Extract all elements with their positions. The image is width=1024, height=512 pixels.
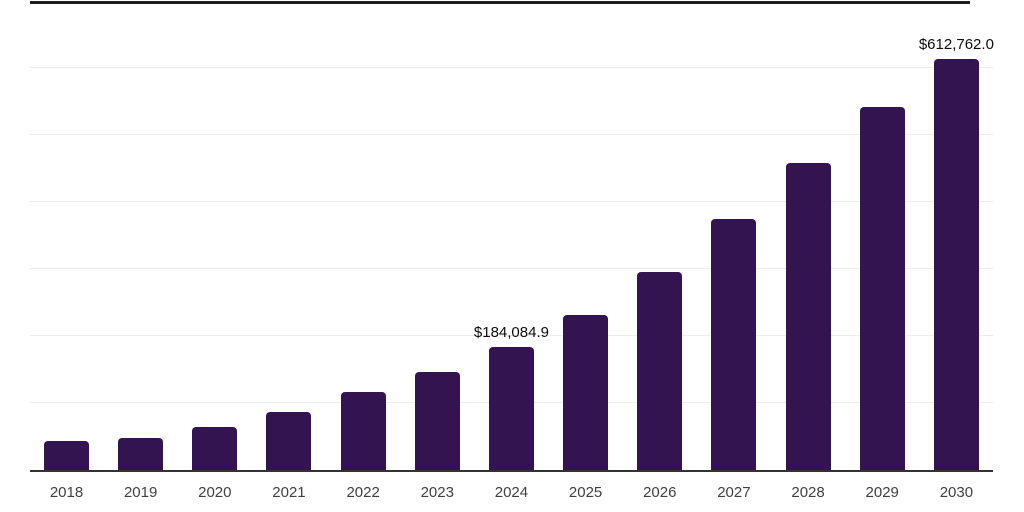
- bar-cell: [563, 315, 609, 470]
- bar: [488, 346, 534, 470]
- x-tick-label: 2028: [791, 484, 825, 501]
- x-tick-label: 2024: [494, 484, 529, 501]
- bar-cell: [414, 372, 460, 470]
- bar: [192, 427, 238, 470]
- x-tick-label: 2021: [272, 484, 306, 501]
- x-tick-label: 2030: [939, 484, 974, 501]
- bar-cell: [711, 219, 757, 470]
- bar: [711, 219, 757, 470]
- bar-cell: [118, 437, 164, 470]
- bar: [44, 441, 89, 470]
- bar-cell: $184,084.9: [474, 325, 549, 470]
- bar-cell: [340, 392, 386, 470]
- gridline: [30, 134, 993, 135]
- bar: [414, 372, 460, 470]
- bar: [859, 107, 905, 470]
- bar: [118, 437, 164, 470]
- bar: [563, 315, 609, 470]
- bar-cell: [859, 107, 905, 470]
- bar: [785, 163, 831, 470]
- bar-cell: [192, 427, 238, 470]
- bar: [340, 392, 386, 470]
- x-axis-labels: 2018 2019 2020 2021 2022 2023 2024 2025 2026 2027…: [30, 484, 993, 502]
- gridline: [30, 335, 993, 336]
- x-tick-label: 2026: [643, 484, 677, 501]
- bar-cell: [266, 412, 312, 470]
- bar: [637, 272, 683, 470]
- bars-row: $184,084.9 $612,762.0: [30, 0, 994, 470]
- x-tick-label: 2027: [717, 484, 751, 501]
- bar-cell: [44, 441, 89, 470]
- chart-top-rule: [30, 1, 970, 4]
- x-tick-label: 2025: [568, 484, 603, 501]
- bar: [933, 59, 979, 470]
- x-tick-label: 2029: [865, 484, 899, 501]
- x-tick-label: 2018: [49, 484, 84, 501]
- bar-cell: [785, 163, 831, 470]
- bar-cell: $612,762.0: [919, 37, 994, 470]
- bar: [266, 412, 312, 470]
- x-tick-label: 2022: [346, 484, 380, 501]
- gridline: [30, 67, 993, 68]
- plot-area: $184,084.9 $612,762.0: [30, 0, 994, 472]
- x-tick-label: 2019: [123, 484, 158, 501]
- x-tick-label: 2023: [420, 484, 454, 501]
- bar-value-label: $612,762.0: [918, 36, 994, 54]
- gridline: [30, 268, 993, 269]
- bar-value-label: $184,084.9: [473, 323, 549, 341]
- bar-cell: [637, 272, 683, 470]
- x-tick-label: 2020: [198, 484, 232, 501]
- gridline: [30, 201, 993, 202]
